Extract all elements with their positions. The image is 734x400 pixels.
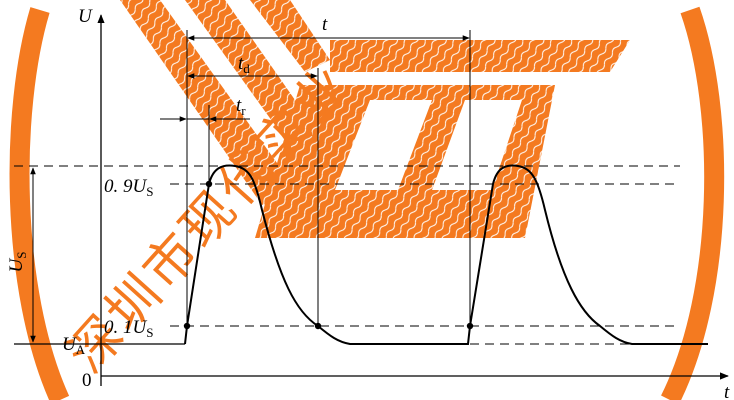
period-label: t <box>322 14 328 35</box>
measurement-verticals <box>186 30 471 326</box>
x-axis-label: t <box>724 382 730 400</box>
us-span: US <box>6 167 36 343</box>
axes: U t 0 <box>78 6 730 400</box>
watermark: 深圳市现代实业 <box>9 0 725 400</box>
watermark-logo <box>120 0 630 238</box>
watermark-ring <box>9 7 70 400</box>
us-span-label: US <box>6 252 29 273</box>
ua-label: UA <box>62 334 86 357</box>
pulse-width-label: td <box>238 53 250 76</box>
ninety-percent-label: 0. 9US <box>104 176 153 199</box>
rise-time-label: tr <box>236 95 246 118</box>
origin-label: 0 <box>82 370 92 391</box>
ten-percent-label: 0. 1US <box>104 317 153 340</box>
pulse-waveform <box>184 164 708 345</box>
interval-arrows <box>160 35 470 122</box>
watermark-ring <box>661 6 725 400</box>
y-axis-label: U <box>78 6 93 27</box>
